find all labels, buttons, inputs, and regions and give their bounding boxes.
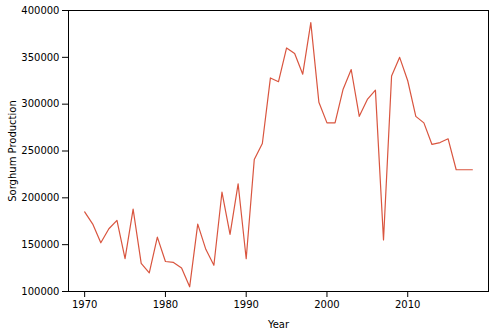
svg-text:250000: 250000 (21, 145, 59, 156)
svg-text:400000: 400000 (21, 5, 59, 16)
svg-text:150000: 150000 (21, 239, 59, 250)
svg-text:1970: 1970 (72, 299, 97, 310)
svg-text:2000: 2000 (314, 299, 339, 310)
svg-text:1990: 1990 (233, 299, 258, 310)
svg-text:300000: 300000 (21, 98, 59, 109)
svg-text:2010: 2010 (395, 299, 420, 310)
svg-text:200000: 200000 (21, 192, 59, 203)
svg-text:Sorghum Production: Sorghum Production (7, 100, 18, 202)
svg-text:Year: Year (267, 319, 290, 330)
svg-text:1980: 1980 (153, 299, 178, 310)
svg-text:350000: 350000 (21, 52, 59, 63)
svg-text:100000: 100000 (21, 286, 59, 297)
